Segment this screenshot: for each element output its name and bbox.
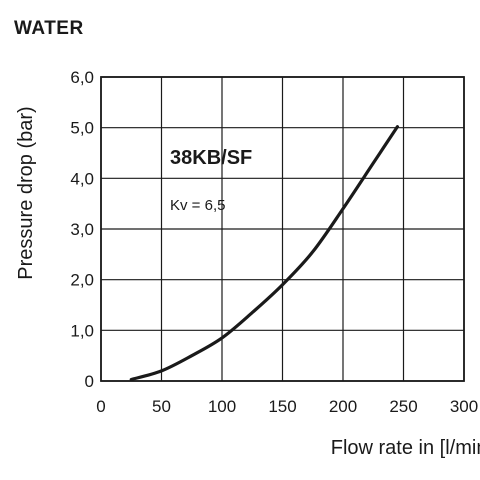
model-label: 38KB/SF: [170, 147, 252, 169]
x-tick-labels: 0 50 100 150 200 250 300: [96, 397, 478, 416]
y-tick-label: 5,0: [70, 119, 94, 138]
y-tick-label: 2,0: [70, 271, 94, 290]
kv-label: Kv = 6,5: [170, 197, 225, 214]
y-tick-label: 0: [85, 372, 94, 391]
grid: [100, 76, 465, 382]
y-tick-label: 4,0: [70, 169, 94, 188]
y-tick-labels: 0 1,0 2,0 3,0 4,0 5,0 6,0: [70, 68, 94, 391]
y-tick-label: 6,0: [70, 68, 94, 87]
y-tick-label: 1,0: [70, 321, 94, 340]
x-tick-label: 250: [389, 397, 417, 416]
x-tick-label: 300: [450, 397, 478, 416]
page-title: WATER: [14, 18, 84, 39]
x-tick-label: 50: [152, 397, 171, 416]
plot-frame: [100, 76, 465, 382]
series-line: [129, 125, 400, 382]
y-tick-label: 3,0: [70, 220, 94, 239]
x-tick-label: 100: [208, 397, 236, 416]
x-axis-label: Flow rate in [l/min]: [331, 437, 480, 459]
series: [129, 125, 400, 382]
y-axis-label: Pressure drop (bar): [15, 106, 37, 279]
x-tick-label: 0: [96, 397, 105, 416]
plot-border: [100, 76, 465, 382]
x-tick-label: 150: [268, 397, 296, 416]
x-tick-label: 200: [329, 397, 357, 416]
